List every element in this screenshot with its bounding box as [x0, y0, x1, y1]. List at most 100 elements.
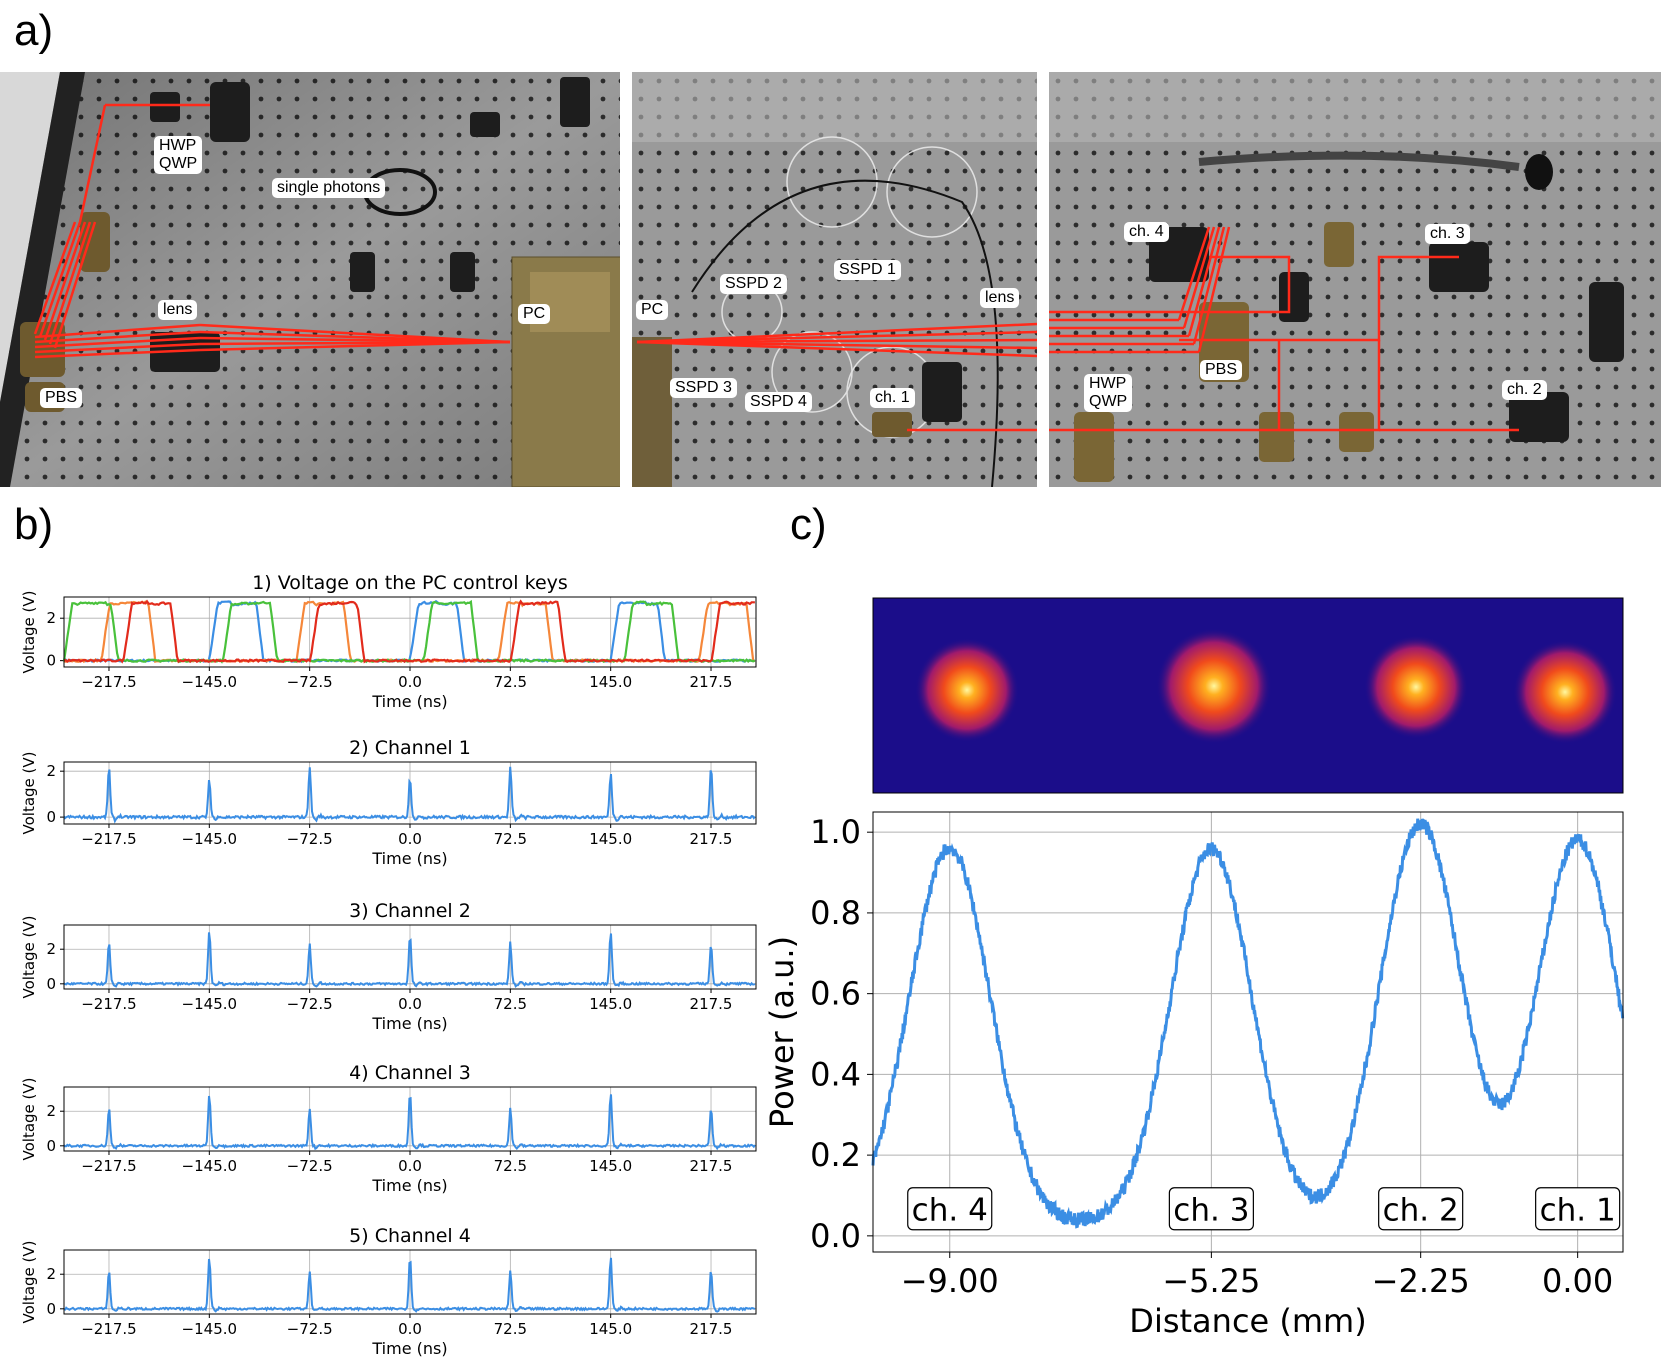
- x-tick-label: 217.5: [690, 830, 733, 848]
- subplot-1: −217.5 −145.0 −72.5 0.0 72.5 145.0 217.5 0 2 1) V…: [20, 572, 757, 711]
- y-tick-label: 0.2: [810, 1136, 861, 1174]
- x-tick-label: 217.5: [690, 995, 733, 1013]
- x-tick-label: 145.0: [589, 830, 632, 848]
- x-tick-label: 0.0: [398, 1157, 422, 1175]
- label-ch1-photo: ch. 1: [870, 388, 915, 408]
- y-tick-label: 2: [46, 762, 56, 780]
- y-tick-label: 2: [46, 1265, 56, 1283]
- x-tick-label: −72.5: [287, 830, 333, 848]
- x-tick-label: −72.5: [287, 1320, 333, 1338]
- label-lens-middle: lens: [980, 288, 1020, 308]
- x-tick-label: −217.5: [81, 995, 137, 1013]
- x-tick-label: 72.5: [494, 1320, 527, 1338]
- x-tick-label: 72.5: [494, 1157, 527, 1175]
- x-tick-label: −145.0: [182, 673, 238, 691]
- y-axis-label: Voltage (V): [20, 591, 38, 674]
- y-tick-label: 0: [46, 652, 56, 670]
- x-tick-label: −217.5: [81, 1157, 137, 1175]
- channel-trace: [63, 766, 756, 824]
- y-tick-label: 0.6: [810, 975, 861, 1013]
- x-tick-label: −72.5: [287, 995, 333, 1013]
- photo-middle-drawing: [632, 72, 1037, 487]
- x-tick-label: 0.0: [398, 1320, 422, 1338]
- x-tick-label: 145.0: [589, 1157, 632, 1175]
- x-tick-label: 217.5: [690, 673, 733, 691]
- x-tick-label: 0.0: [398, 830, 422, 848]
- subplot-4: −217.5 −145.0 −72.5 0.0 72.5 145.0 217.5 0 2 4) C…: [20, 1062, 757, 1195]
- peak-label-ch4: ch. 4: [907, 1187, 993, 1231]
- beam-profile-image: [872, 597, 1624, 794]
- y-tick-label: 0.8: [810, 894, 861, 932]
- panel-b-letter: b): [14, 500, 54, 549]
- series-green-trace: [62, 599, 756, 664]
- plot-frame: [63, 1086, 757, 1152]
- peak-label-text: ch. 3: [1173, 1193, 1249, 1229]
- label-pbs-left: PBS: [40, 388, 83, 408]
- plot-frame: [63, 761, 757, 825]
- label-hwp-qwp-left: HWP QWP: [154, 136, 203, 174]
- beam-spot-3: [1156, 628, 1272, 744]
- peak-label-box: [1535, 1187, 1621, 1231]
- x-tick-label: 145.0: [589, 995, 632, 1013]
- panel-c-letter: c): [790, 500, 827, 549]
- x-tick-label: −145.0: [182, 1320, 238, 1338]
- subplot-title: 4) Channel 3: [349, 1062, 471, 1084]
- label-ch3-photo: ch. 3: [1425, 224, 1470, 244]
- panel-a-letter: a): [14, 6, 54, 55]
- peak-label-ch2: ch. 2: [1378, 1187, 1464, 1231]
- x-tick-label: 72.5: [494, 673, 527, 691]
- y-axis-label: Voltage (V): [20, 752, 38, 835]
- x-tick-label: 217.5: [690, 1320, 733, 1338]
- x-tick-label: −217.5: [81, 1320, 137, 1338]
- x-tick-label: −217.5: [81, 673, 137, 691]
- power-profile-plot: −9.00 −5.25 −2.25 0.00 0.0 0.2 0.4 0.6 0.8 1.0 ch.…: [763, 811, 1625, 1340]
- x-axis-label: Time (ns): [371, 849, 447, 868]
- subplot-3: −217.5 −145.0 −72.5 0.0 72.5 145.0 217.5 0 2 3) C…: [20, 900, 757, 1033]
- subplot-title: 3) Channel 2: [349, 900, 471, 922]
- channel-trace: [63, 932, 756, 989]
- label-sspd-2: SSPD 2: [720, 274, 787, 294]
- x-tick-label: −145.0: [182, 830, 238, 848]
- x-tick-label: −72.5: [287, 1157, 333, 1175]
- setup-photo-middle: [632, 72, 1037, 487]
- label-sspd-3: SSPD 3: [670, 378, 737, 398]
- label-single-photons: single photons: [272, 178, 386, 198]
- x-tick-label: −9.00: [901, 1262, 999, 1300]
- y-tick-label: 0.0: [810, 1217, 861, 1255]
- plot-frame: [63, 924, 757, 990]
- subplot-5: −217.5 −145.0 −72.5 0.0 72.5 145.0 217.5 0 2 5) C…: [20, 1225, 757, 1358]
- x-axis-label: Distance (mm): [1129, 1302, 1366, 1340]
- plot-frame: [872, 811, 1624, 1253]
- y-tick-label: 0: [46, 975, 56, 993]
- peak-label-ch3: ch. 3: [1168, 1187, 1254, 1231]
- x-tick-label: −145.0: [182, 1157, 238, 1175]
- series-red-trace: [63, 599, 755, 664]
- label-hwp-qwp-right: HWP QWP: [1084, 374, 1133, 412]
- y-tick-label: 0: [46, 1300, 56, 1318]
- x-tick-label: 72.5: [494, 830, 527, 848]
- subplot-title: 2) Channel 1: [349, 737, 471, 759]
- x-tick-label: 0.00: [1542, 1262, 1613, 1300]
- x-tick-label: 145.0: [589, 673, 632, 691]
- x-tick-label: −145.0: [182, 995, 238, 1013]
- label-pc-left: PC: [518, 304, 551, 324]
- peak-label-text: ch. 2: [1383, 1193, 1459, 1229]
- peak-label-box: [1378, 1187, 1464, 1231]
- peak-label-text: ch. 1: [1540, 1193, 1616, 1229]
- peak-label-box: [1168, 1187, 1254, 1231]
- channel-trace: [63, 1094, 756, 1151]
- label-lens-left: lens: [158, 300, 198, 320]
- x-tick-label: −72.5: [287, 673, 333, 691]
- photo-left-drawing: [0, 72, 620, 487]
- plot-frame: [63, 1249, 757, 1315]
- label-pc-middle: PC: [636, 300, 669, 320]
- x-axis-label: Time (ns): [371, 1339, 447, 1358]
- label-sspd-1: SSPD 1: [834, 260, 901, 280]
- y-axis-label: Voltage (V): [20, 1241, 38, 1324]
- y-tick-label: 0: [46, 808, 56, 826]
- subplot-title: 5) Channel 4: [349, 1225, 471, 1247]
- peak-label-text: ch. 4: [912, 1193, 988, 1229]
- y-axis-label: Voltage (V): [20, 1078, 38, 1161]
- beam-spot-1: [1513, 640, 1617, 744]
